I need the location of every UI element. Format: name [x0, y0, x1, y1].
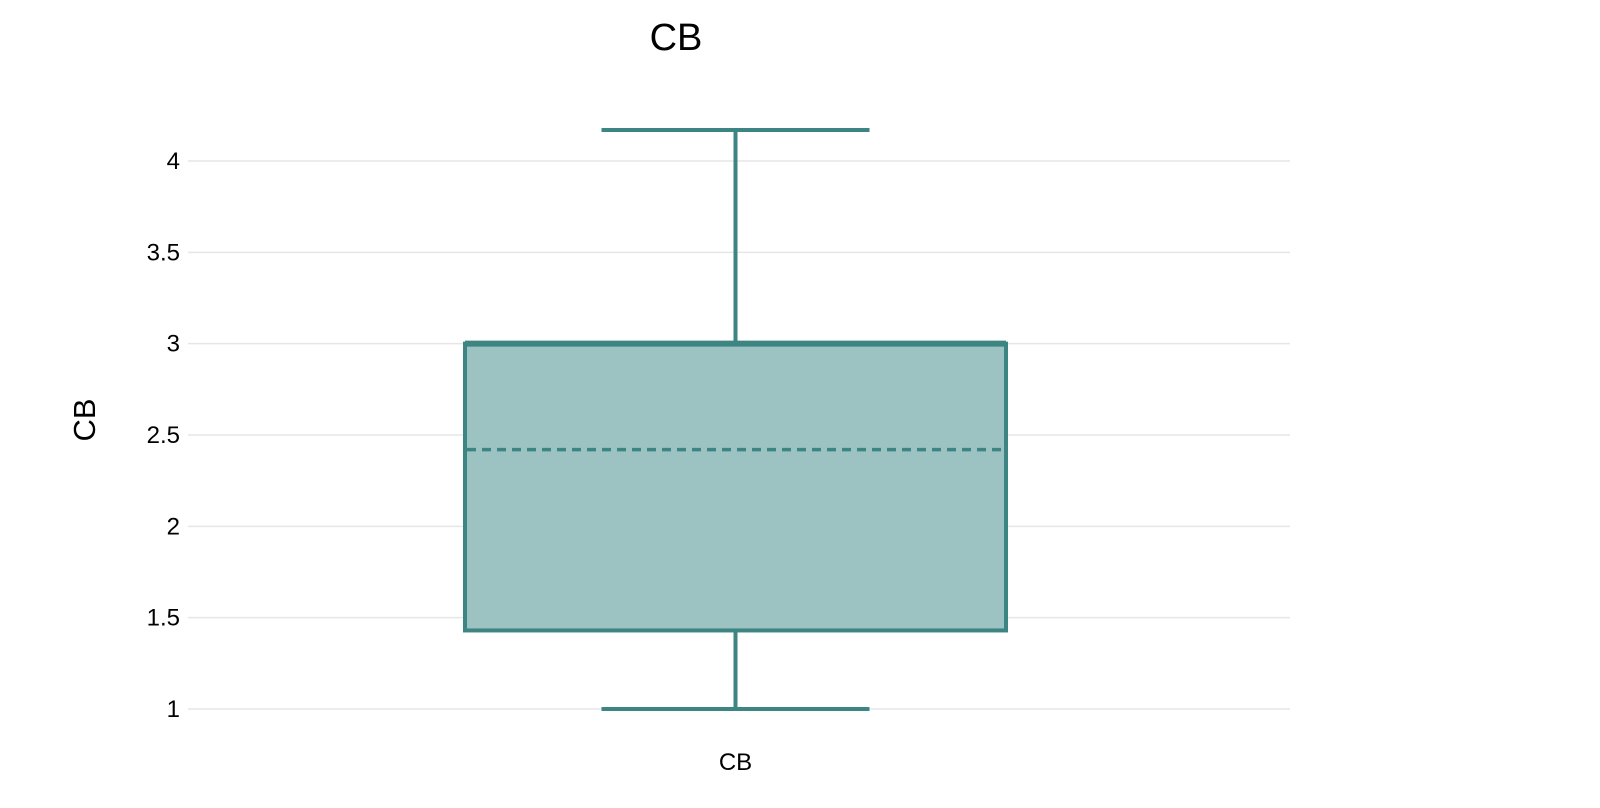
y-tick-label: 3 [167, 331, 180, 358]
y-tick-label: 1.5 [147, 605, 180, 632]
y-tick-label: 2.5 [147, 422, 180, 449]
y-axis-label: CB [67, 398, 102, 441]
x-tick-label: CB [719, 749, 752, 776]
chart-title: CB [650, 17, 703, 59]
y-tick-label: 1 [167, 696, 180, 723]
x-tick-labels: CB [719, 749, 752, 776]
iqr-box [463, 341, 1008, 633]
box-series [463, 127, 1008, 711]
y-tick-labels: 1 1.5 2 2.5 3 3.5 4 [147, 148, 180, 723]
y-tick-label: 3.5 [147, 239, 180, 266]
y-tick-label: 2 [167, 513, 180, 540]
y-tick-label: 4 [167, 148, 180, 175]
